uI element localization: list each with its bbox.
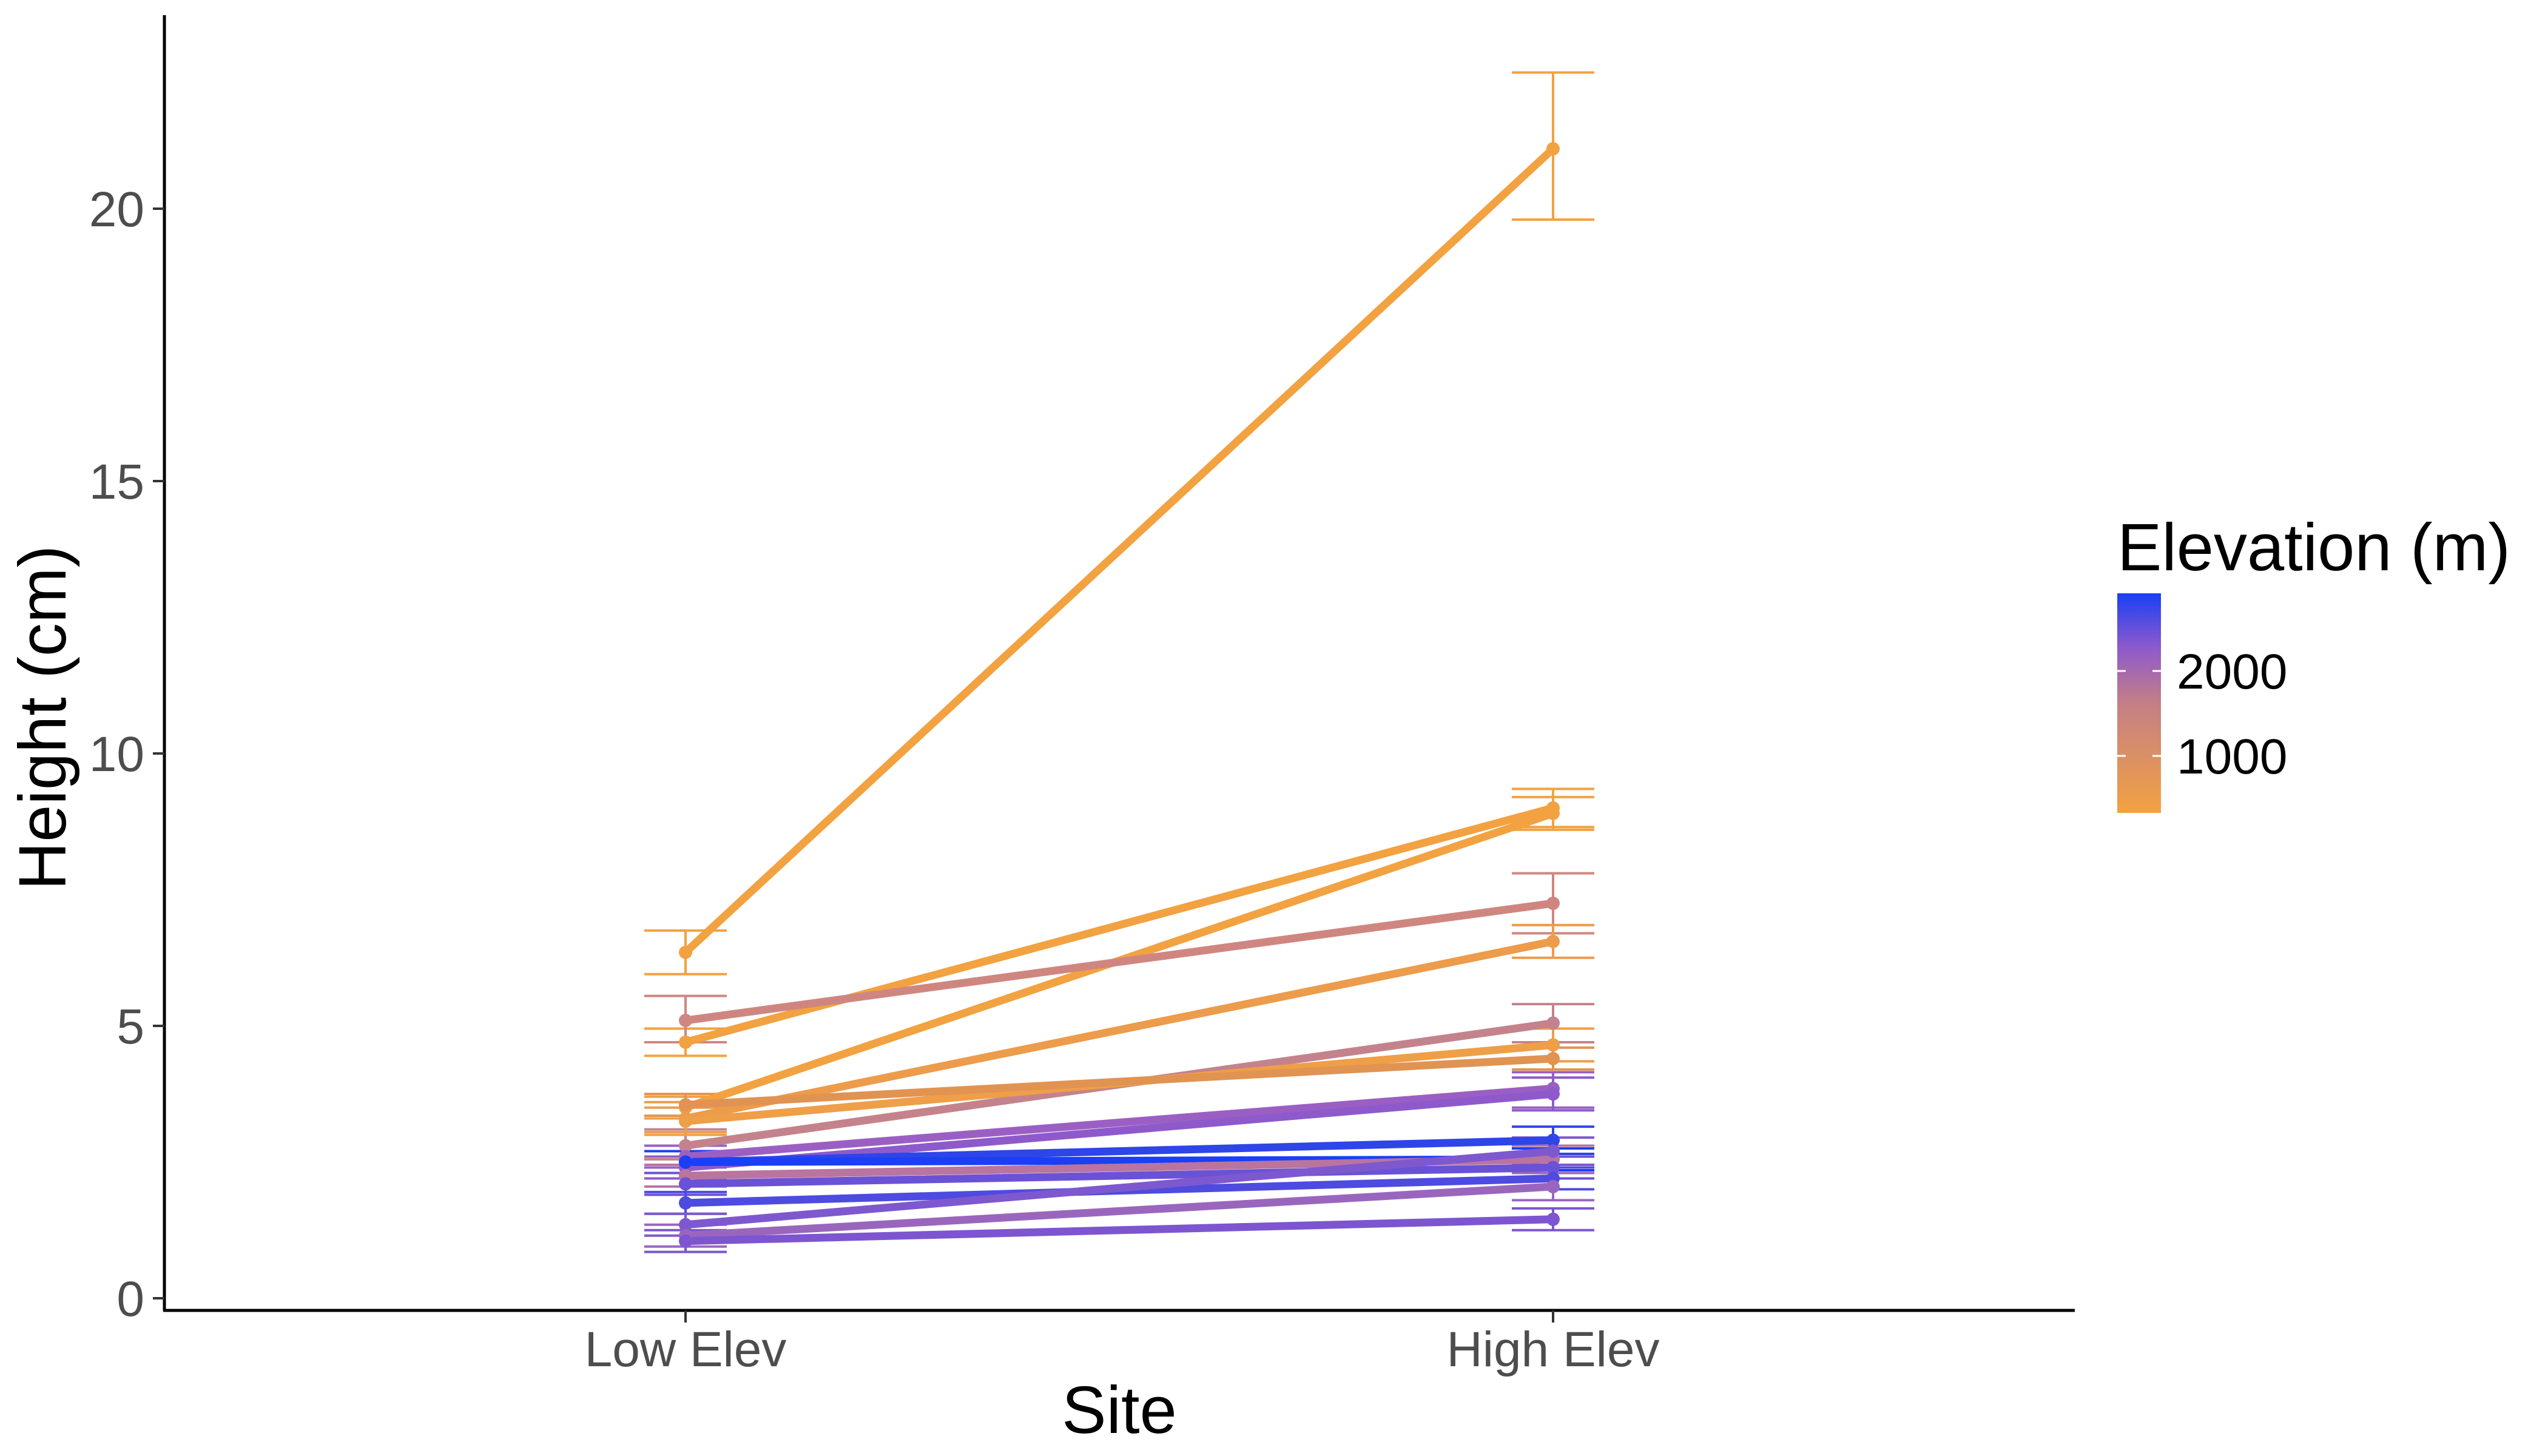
legend-title: Elevation (m) xyxy=(2117,510,2510,585)
y-ticks: 0 5 10 15 20 xyxy=(89,182,164,1327)
series-line xyxy=(681,144,1557,957)
data-point xyxy=(679,1177,692,1191)
series-line xyxy=(681,937,1557,1123)
legend: Elevation (m) 2000 1000 xyxy=(2117,510,2510,813)
series-line xyxy=(681,1054,1557,1109)
x-tick-label: High Elev xyxy=(1447,1322,1660,1377)
series-lines xyxy=(681,144,1557,1245)
data-point xyxy=(1546,1038,1560,1052)
data-point xyxy=(1546,1016,1560,1030)
y-axis-title: Height (cm) xyxy=(5,545,80,890)
data-point xyxy=(679,1155,692,1169)
data-point xyxy=(679,945,692,959)
legend-label-2000: 2000 xyxy=(2177,644,2287,699)
data-point xyxy=(1546,1179,1560,1193)
data-point xyxy=(679,1014,692,1028)
data-point xyxy=(679,1035,692,1049)
data-point xyxy=(1546,806,1560,820)
plot-marks xyxy=(644,71,1594,1253)
data-point xyxy=(1546,1087,1560,1101)
y-tick-label: 0 xyxy=(116,1272,144,1327)
series-line xyxy=(681,1147,1557,1229)
series-line xyxy=(681,1084,1557,1161)
data-point xyxy=(1546,934,1560,948)
data-point xyxy=(679,1218,692,1232)
series-line xyxy=(681,1163,1557,1188)
series-line xyxy=(681,899,1557,1025)
data-point xyxy=(1546,896,1560,910)
legend-colorbar xyxy=(2117,593,2161,813)
legend-label-1000: 1000 xyxy=(2177,729,2287,784)
x-axis-title: Site xyxy=(1062,1373,1177,1448)
x-ticks: Low Elev High Elev xyxy=(585,1310,1660,1377)
data-point xyxy=(679,1098,692,1112)
data-point xyxy=(1546,142,1560,156)
series-line xyxy=(681,1215,1557,1245)
y-tick-label: 5 xyxy=(116,999,144,1054)
data-point xyxy=(679,1196,692,1210)
x-tick-label: Low Elev xyxy=(585,1322,787,1377)
data-point xyxy=(1546,1133,1560,1147)
data-point xyxy=(679,1114,692,1128)
data-point xyxy=(1546,1212,1560,1226)
data-point xyxy=(679,1234,692,1248)
series-line xyxy=(681,1182,1557,1240)
y-tick-label: 10 xyxy=(89,727,144,782)
data-point xyxy=(679,1139,692,1153)
data-points xyxy=(679,142,1560,1248)
y-tick-label: 15 xyxy=(89,454,144,510)
data-point xyxy=(1546,1144,1560,1158)
axes xyxy=(163,15,2075,1312)
data-point xyxy=(1546,1161,1560,1175)
data-point xyxy=(1546,1051,1560,1065)
series-line xyxy=(681,804,1557,1046)
y-tick-label: 20 xyxy=(89,182,144,237)
